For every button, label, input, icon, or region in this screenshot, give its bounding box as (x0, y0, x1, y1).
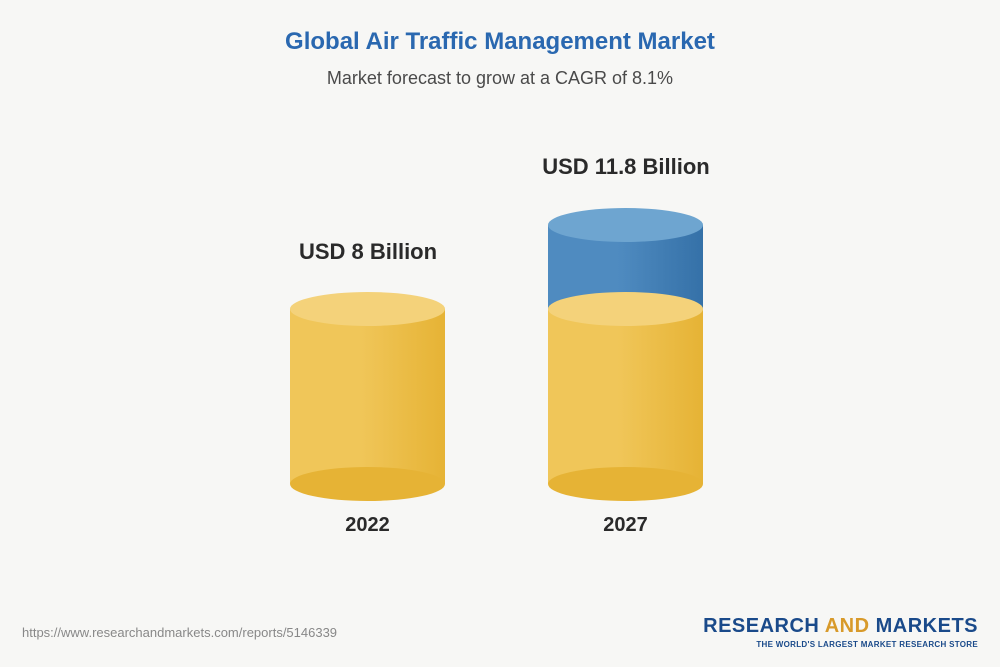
logo-word-and: AND (825, 615, 870, 637)
logo-word-markets: MARKETS (876, 615, 978, 637)
year-label-2027: 2027 (548, 514, 703, 537)
chart-title: Global Air Traffic Management Market (0, 0, 1000, 56)
value-label-2022: USD 8 Billion (238, 239, 498, 265)
year-label-2022: 2022 (290, 514, 445, 537)
brand-logo: RESEARCH AND MARKETS THE WORLD'S LARGEST… (703, 615, 978, 649)
chart-subtitle: Market forecast to grow at a CAGR of 8.1… (0, 68, 1000, 89)
logo-tagline: THE WORLD'S LARGEST MARKET RESEARCH STOR… (703, 640, 978, 649)
value-label-2027: USD 11.8 Billion (496, 154, 756, 180)
chart-area: USD 8 Billion 2022 USD 11.8 Billion 2027 (0, 144, 1000, 554)
source-url: https://www.researchandmarkets.com/repor… (22, 625, 337, 640)
cylinder-2022 (290, 309, 445, 484)
cylinder-2027 (548, 225, 703, 484)
footer: https://www.researchandmarkets.com/repor… (0, 607, 1000, 667)
logo-word-research: RESEARCH (703, 615, 819, 637)
